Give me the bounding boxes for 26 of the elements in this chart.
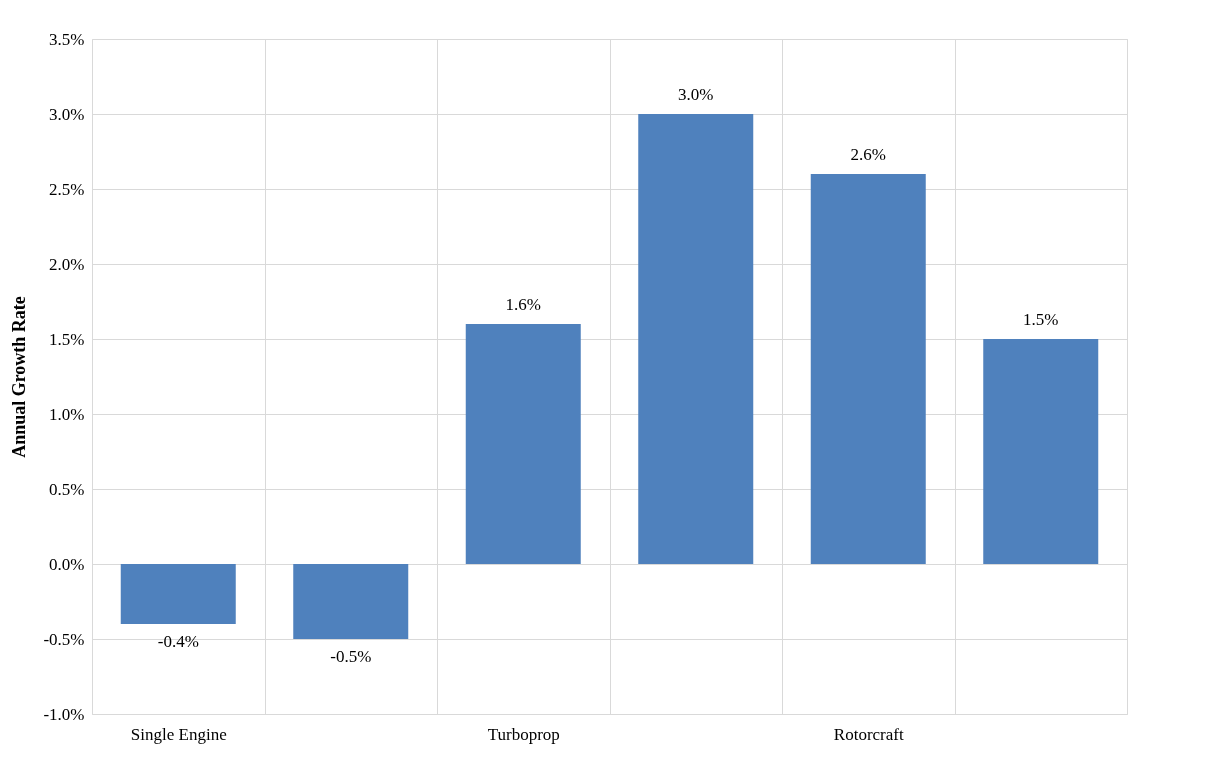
bar <box>120 564 236 624</box>
bar <box>465 324 581 564</box>
y-axis-title: Annual Growth Rate <box>9 296 30 458</box>
y-tick-label: 1.0% <box>49 404 85 424</box>
y-tick-label: 1.5% <box>49 329 85 349</box>
data-label: 3.0% <box>678 85 714 104</box>
x-tick-label: Rotorcraft <box>833 724 904 744</box>
bar <box>810 174 926 564</box>
data-label: 1.5% <box>1023 310 1059 329</box>
y-tick-label: -1.0% <box>43 704 85 724</box>
y-tick-label: 2.0% <box>49 254 85 274</box>
data-label: 2.6% <box>850 145 886 164</box>
y-tick-label: 0.0% <box>49 554 85 574</box>
y-tick-label: 0.5% <box>49 479 85 499</box>
y-tick-label: 3.5% <box>49 29 85 49</box>
data-label: -0.5% <box>330 647 372 666</box>
y-tick-label: 2.5% <box>49 179 85 199</box>
x-tick-label: Turboprop <box>487 724 560 744</box>
bar <box>638 114 754 564</box>
y-tick-label: -0.5% <box>43 629 85 649</box>
bar <box>293 564 409 639</box>
x-tick-label: Single Engine <box>130 724 227 744</box>
y-tick-label: 3.0% <box>49 104 85 124</box>
bar <box>983 339 1099 564</box>
data-label: 1.6% <box>505 295 541 314</box>
data-label: -0.4% <box>157 632 199 651</box>
